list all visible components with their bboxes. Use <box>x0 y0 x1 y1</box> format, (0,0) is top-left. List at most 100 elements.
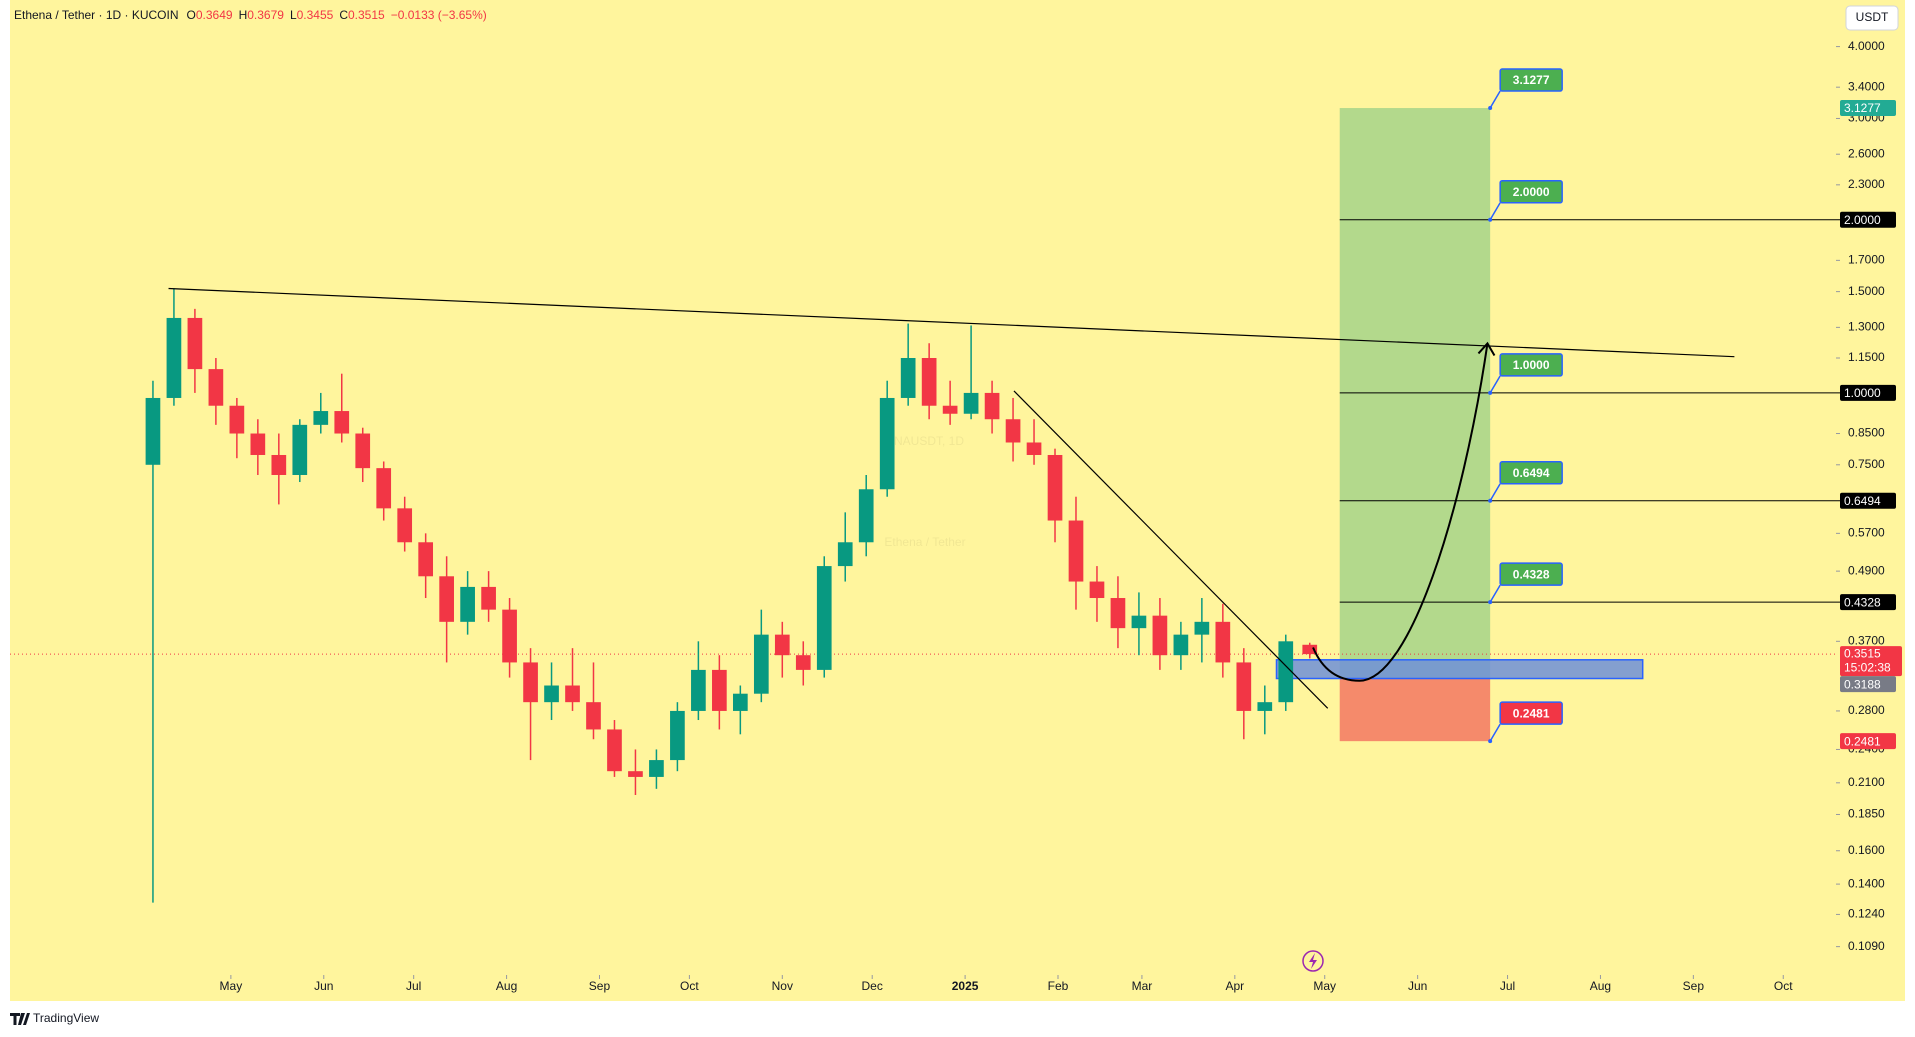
candle-body <box>1257 702 1273 711</box>
candle-body <box>145 397 161 465</box>
price-axis-box <box>1840 594 1896 611</box>
candle-body <box>963 392 979 414</box>
y-tick-label: 0.7500 <box>1848 457 1885 471</box>
projection-curve <box>1312 343 1489 682</box>
y-tick-label: 0.1240 <box>1848 907 1885 921</box>
candle-body <box>732 693 748 711</box>
candle-body <box>397 508 413 543</box>
x-tick-label: Dec <box>862 979 883 993</box>
ohlc-value: 0.3455 <box>297 8 334 22</box>
candle-body <box>1152 615 1168 656</box>
y-tick-label: 2.6000 <box>1848 146 1885 160</box>
candle-body <box>502 609 517 663</box>
price-axis-box <box>1840 384 1896 401</box>
x-tick-label: Apr <box>1225 979 1244 993</box>
candle-body <box>816 566 832 670</box>
brand: TradingView <box>33 1011 99 1025</box>
plot-layer: ENAUSDT, 1D Ethena / Tether 4.0000 3.4000 3.… <box>10 39 1902 993</box>
price-axis-box <box>1840 733 1896 750</box>
level-label: 3.1277 <box>1513 73 1550 87</box>
label-connector <box>1489 483 1501 502</box>
candle-body <box>418 542 434 577</box>
candle-body <box>921 358 937 406</box>
candle-body <box>607 729 622 772</box>
level-label: 0.2481 <box>1513 706 1550 720</box>
candle-body <box>481 586 496 610</box>
symbol: Ethena / Tether · 1D · KUCOIN <box>14 8 179 22</box>
candle-body <box>1194 621 1210 635</box>
candle-body <box>984 392 1000 420</box>
zone <box>1275 659 1644 680</box>
level-label: 2.0000 <box>1513 185 1550 199</box>
candle-body <box>858 489 874 543</box>
ohlc-value: 0.3515 <box>348 8 385 22</box>
level-point <box>1488 217 1493 222</box>
y-tick-label: 1.1500 <box>1848 350 1885 364</box>
x-tick-label: May <box>220 979 243 993</box>
price-axis-label: 1.0000 <box>1844 386 1881 400</box>
candle-body <box>774 634 790 656</box>
candle-body <box>166 317 182 398</box>
x-tick-label: Jul <box>1500 979 1515 993</box>
level-point <box>1488 739 1493 744</box>
price-axis-box <box>1840 211 1896 228</box>
event-icon[interactable] <box>1302 950 1324 972</box>
currency[interactable]: USDT <box>1856 10 1889 24</box>
candle-body <box>837 542 853 567</box>
ohlc-value: 0.3649 <box>196 8 233 22</box>
candle-body <box>900 358 916 398</box>
y-tick-label: 0.2100 <box>1848 775 1885 789</box>
price-axis-box <box>1840 646 1902 677</box>
level-label: 0.6494 <box>1513 466 1550 480</box>
candle-body <box>334 411 350 434</box>
trendline <box>1013 390 1329 709</box>
candle-body <box>355 433 371 469</box>
y-tick-label: 4.0000 <box>1848 39 1885 53</box>
candle-body <box>1068 520 1084 582</box>
candle-body <box>565 685 580 703</box>
candle-body <box>691 669 706 711</box>
label-connector <box>1489 375 1501 394</box>
candle-body <box>544 685 559 703</box>
candle-body <box>250 433 266 455</box>
candle-body <box>292 424 308 475</box>
countdown: 15:02:38 <box>1844 660 1891 674</box>
ohlc-label: H <box>239 8 248 22</box>
label-connector <box>1489 723 1501 742</box>
price-axis-label: 3.1277 <box>1844 101 1881 115</box>
candle-body <box>628 771 643 777</box>
y-tick-label: 2.3000 <box>1848 177 1885 191</box>
y-tick-label: 0.2800 <box>1848 703 1885 717</box>
x-tick-label: May <box>1313 979 1336 993</box>
price-axis-box <box>1840 100 1896 117</box>
candle-body <box>1089 581 1105 599</box>
candle-body <box>1005 419 1021 443</box>
candle-body <box>586 702 601 730</box>
x-tick-label: Jun <box>1408 979 1427 993</box>
x-tick-label: Oct <box>680 979 699 993</box>
candle-body <box>795 655 811 670</box>
price-axis-box <box>1840 676 1896 693</box>
legend-header: Ethena / Tether · 1D · KUCOIN O0.3649 H 0.3… <box>14 8 487 22</box>
y-tick-label: 0.1600 <box>1848 843 1885 857</box>
x-tick-label: 2025 <box>952 979 979 993</box>
ohlc-label: O <box>187 8 196 22</box>
y-tick-label: 0.8500 <box>1848 426 1885 440</box>
level-label-box <box>1499 353 1563 377</box>
trendline <box>168 287 1735 358</box>
x-tick-label: Feb <box>1048 979 1069 993</box>
y-tick-label: 0.1850 <box>1848 807 1885 821</box>
candle-body <box>1110 598 1126 629</box>
x-tick-label: Sep <box>589 979 611 993</box>
candle-body <box>208 369 224 406</box>
candle-body <box>229 405 245 434</box>
currency-box[interactable] <box>1845 5 1899 31</box>
price-axis-label: 0.2481 <box>1844 734 1881 748</box>
entry-label: 0.3188 <box>1844 677 1881 691</box>
x-tick-label: Aug <box>496 979 517 993</box>
level-point <box>1488 600 1493 605</box>
candle-body <box>1236 662 1252 711</box>
candle-body <box>1026 442 1042 455</box>
candle-body <box>712 669 727 711</box>
watermark-sub: Ethena / Tether <box>884 535 965 549</box>
